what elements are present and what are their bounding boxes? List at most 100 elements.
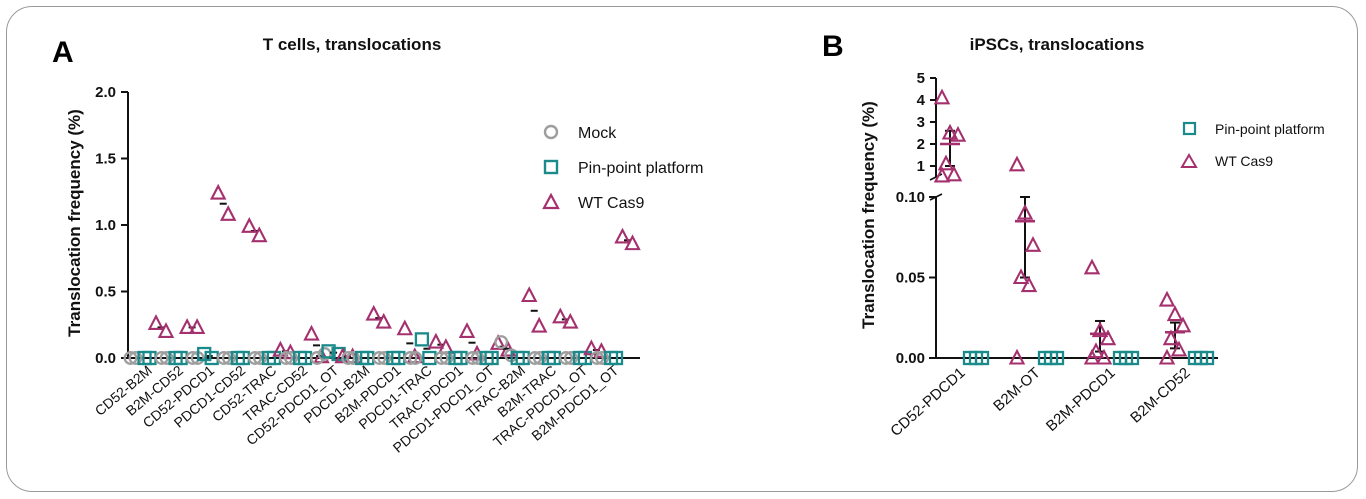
- panel-b-y-axis-label: Translocation frequency (%): [859, 101, 878, 329]
- panel-b-title: iPSCs, translocations: [970, 35, 1145, 54]
- panel-b-point-triangle: [1008, 348, 1026, 365]
- panel-a-point-circle: [408, 351, 423, 365]
- panel-a-y-tick-label: 1.0: [95, 217, 116, 234]
- panel-a-point-triangle: [241, 217, 258, 233]
- panel-a-point-circle: [563, 351, 578, 365]
- panel-b-y-tick-label: 4: [917, 92, 926, 109]
- panel-a-point-square: [608, 350, 624, 366]
- panel-a-point-circle: [341, 351, 356, 365]
- panel-b-plot: 0.00 0.05 0.10 1 2 3 4 5 CD52-PDCD1 B2M-OT B2M-PDC…: [887, 70, 1218, 440]
- panel-b-point-triangle: [1083, 348, 1101, 365]
- panel-b-point-square: [1124, 350, 1140, 366]
- panel-a-point-circle: [434, 351, 449, 365]
- panel-a-y-tick-label: 0.5: [95, 284, 116, 301]
- panel-a-label: A: [52, 36, 74, 69]
- panel-a-point-triangle: [188, 318, 206, 334]
- panel-b-point-triangle: [1016, 203, 1034, 220]
- panel-a-point-circle: [372, 351, 387, 365]
- panel-b-y-tick-label: 5: [917, 70, 925, 87]
- panel-a-point-square: [321, 344, 336, 359]
- panel-a-plot: 0.00.51.01.52.0CD52-B2MB2M-CD52CD52-PDCD…: [92, 84, 641, 456]
- panel-b-point-triangle: [1158, 348, 1176, 365]
- panel-b-point-triangle: [1158, 290, 1176, 307]
- panel-a-point-triangle: [624, 234, 641, 251]
- panel-a-point-triangle: [530, 316, 548, 333]
- panel-a-point-circle: [221, 351, 236, 365]
- legend-b-wtcas9-label: WT Cas9: [1215, 153, 1273, 169]
- panel-a-point-circle: [465, 351, 480, 365]
- panel-a-point-circle: [470, 351, 485, 365]
- panel-b-x-tick-label: CD52-PDCD1: [887, 364, 968, 440]
- panel-a-point-circle: [128, 351, 143, 365]
- figure-frame: [6, 6, 1358, 492]
- panel-b-legend: Pin-point platform WT Cas9: [1180, 121, 1325, 169]
- panel-b-point-triangle: [1174, 316, 1192, 333]
- panel-a-point-triangle: [147, 314, 165, 330]
- legend-pinpoint-marker: [543, 159, 559, 175]
- panel-a-point-circle: [279, 351, 293, 365]
- panel-b-point-triangle: [949, 125, 967, 142]
- panel-a-point-triangle: [209, 183, 227, 200]
- panel-a-point-circle: [252, 351, 267, 365]
- panel-a-point-circle: [595, 351, 609, 365]
- panel-b-point-triangle: [1024, 236, 1042, 252]
- panel-a-point-square: [414, 332, 430, 347]
- panel-b-point-triangle: [1012, 268, 1030, 285]
- panel-a-point-triangle: [593, 342, 610, 358]
- panel-b-point-triangle: [1083, 258, 1101, 275]
- panel-a-point-triangle: [303, 324, 320, 341]
- panel-a-point-triangle: [520, 286, 538, 303]
- panel-a-point-triangle: [458, 322, 476, 338]
- panel-a-point-circle: [403, 351, 418, 365]
- panel-a-point-circle: [377, 351, 392, 365]
- panel-a-point-circle: [159, 351, 174, 365]
- panel-a-legend: Mock Pin-point platform WT Cas9: [542, 124, 703, 212]
- panel-b-point-triangle: [1162, 329, 1180, 346]
- panel-a-point-circle: [154, 351, 169, 365]
- legend-b-wtcas9-marker: [1180, 153, 1198, 168]
- panel-a-point-circle: [216, 351, 231, 365]
- panel-a-point-circle: [284, 351, 298, 365]
- panel-b-y-tick-label: 0.00: [896, 350, 925, 367]
- panel-a-point-triangle: [365, 304, 382, 321]
- panel-b-point-triangle: [1170, 340, 1188, 357]
- panel-b-point-triangle: [941, 123, 959, 140]
- panel-a-point-circle: [247, 351, 262, 365]
- legend-wtcas9-label: WT Cas9: [578, 195, 644, 212]
- panel-b-point-triangle: [1091, 321, 1109, 338]
- panel-a-y-tick-label: 1.5: [95, 151, 116, 168]
- panel-b-point-triangle: [937, 154, 955, 171]
- panel-b-point-triangle: [1095, 348, 1113, 365]
- panel-b-x-tick-label: B2M-OT: [990, 364, 1043, 415]
- panel-b-label: B: [822, 30, 844, 63]
- panel-a-point-circle: [590, 351, 604, 365]
- panel-a-y-tick-label: 2.0: [95, 84, 116, 101]
- panel-b-y-tick-label: 0.05: [896, 270, 925, 287]
- panel-a-point-triangle: [334, 347, 351, 364]
- panel-b-point-square: [1199, 350, 1215, 366]
- panel-b-point-triangle: [1020, 276, 1038, 293]
- panel-a-point-circle: [123, 351, 138, 365]
- panel-b-point-triangle: [1099, 329, 1117, 346]
- panel-a-point-triangle: [375, 312, 392, 329]
- panel-b-y-tick-label: 0.10: [896, 189, 925, 206]
- panel-b-x-tick-label: B2M-PDCD1: [1043, 364, 1119, 435]
- panel-a-point-circle: [532, 351, 547, 365]
- panel-b-point-square: [974, 350, 990, 366]
- panel-b-point-triangle: [933, 166, 951, 183]
- legend-wtcas9-marker: [542, 192, 560, 210]
- panel-a-title: T cells, translocations: [263, 35, 442, 54]
- panel-a-point-square: [197, 346, 212, 362]
- legend-mock-label: Mock: [578, 125, 617, 142]
- panel-b-point-triangle: [945, 165, 963, 182]
- panel-a-point-triangle: [251, 226, 268, 243]
- panel-b-point-square: [1049, 350, 1065, 366]
- panel-a-y-axis-label: Translocation frequency (%): [65, 109, 84, 337]
- panel-a-point-circle: [346, 351, 361, 365]
- panel-b-point-triangle: [933, 88, 951, 105]
- legend-mock-marker: [543, 124, 559, 140]
- legend-b-pinpoint-marker: [1182, 121, 1197, 136]
- legend-pinpoint-label: Pin-point platform: [578, 160, 703, 177]
- panel-a-point-triangle: [614, 227, 631, 244]
